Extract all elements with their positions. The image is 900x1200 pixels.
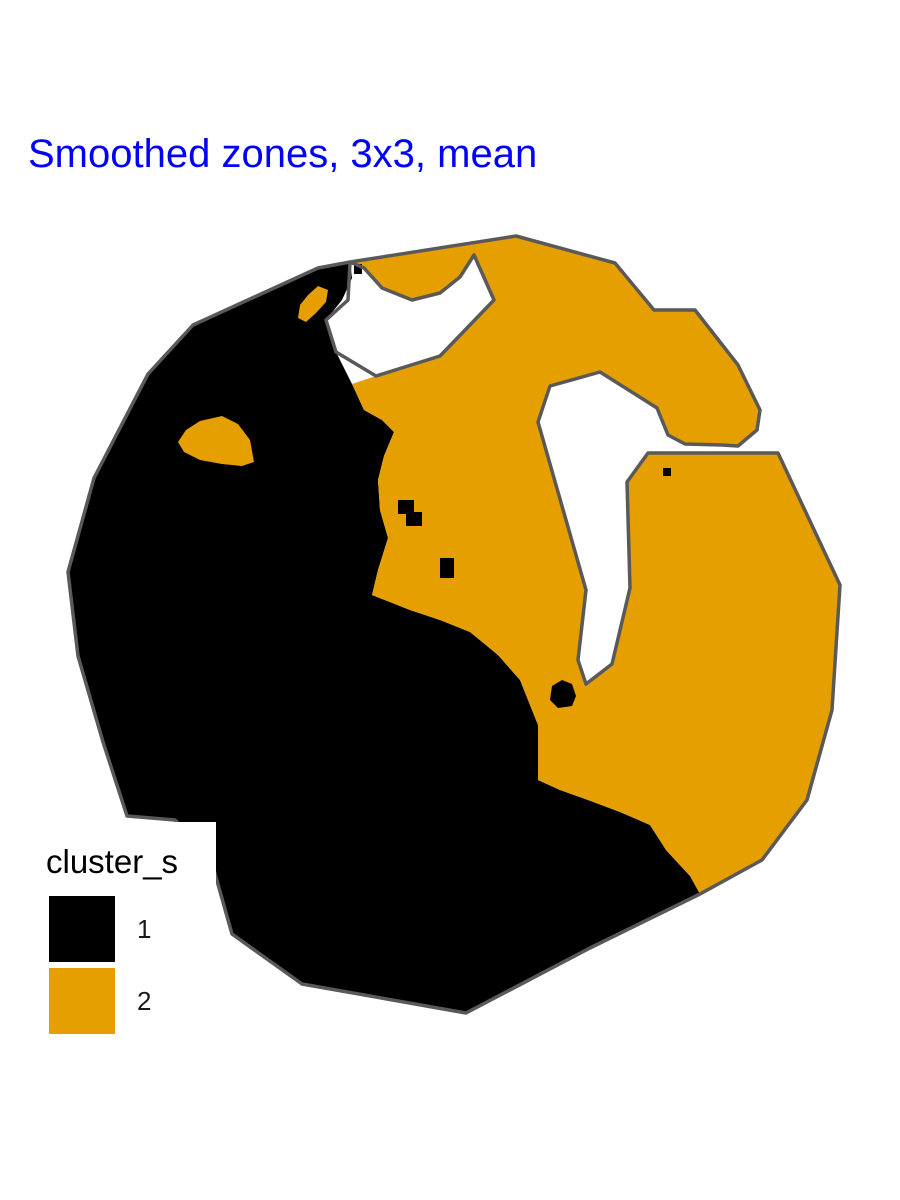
legend-label-1: 1 [137, 914, 152, 944]
zone-cluster-1-island-d [550, 680, 576, 708]
legend: cluster_s 1 2 [28, 822, 216, 1048]
legend-key-1 [49, 896, 115, 962]
zone-cluster-1-island-c [440, 558, 454, 578]
legend-key-2 [49, 968, 115, 1034]
field-boundary [66, 234, 842, 1015]
zone-cluster-2-island-north [298, 286, 328, 322]
zone-cluster-1-island-b [406, 512, 422, 526]
legend-title: cluster_s [46, 843, 179, 880]
zone-cluster-2-island-west [178, 416, 254, 466]
zone-cluster-1-island-a [398, 500, 414, 514]
zone-cluster-1-island-f [354, 264, 362, 274]
legend-item-1: 1 [49, 896, 199, 962]
zone-cluster-1-island-e [663, 468, 671, 476]
legend-item-2: 2 [49, 968, 199, 1034]
zone-cluster-2 [350, 236, 840, 894]
legend-label-2: 2 [137, 986, 152, 1016]
map-title: Smoothed zones, 3x3, mean [28, 132, 538, 176]
